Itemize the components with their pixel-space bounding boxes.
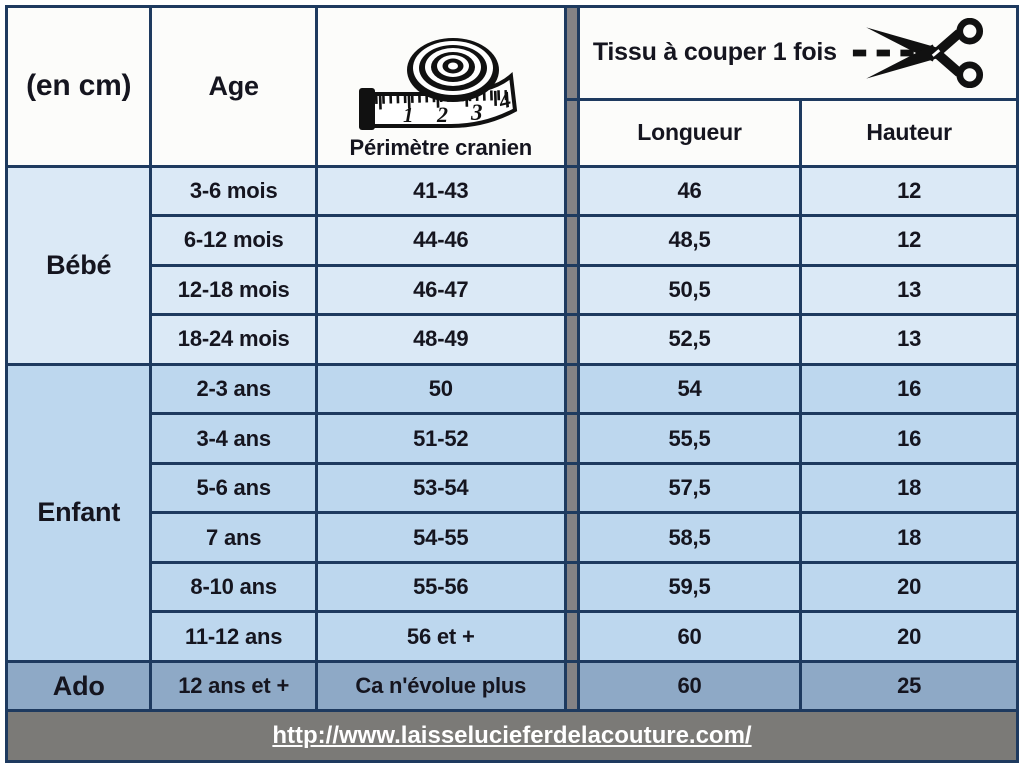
- longueur-cell: 46: [576, 164, 803, 218]
- website-link[interactable]: http://www.laisselucieferdelacouture.com…: [272, 722, 752, 750]
- hauteur-cell: 16: [799, 412, 1019, 465]
- longueur-cell: 48,5: [576, 214, 803, 267]
- group-label: Bébé: [4, 164, 153, 366]
- hauteur-cell: 18: [799, 511, 1019, 564]
- section-divider: [563, 313, 580, 366]
- age-cell: 12 ans et +: [149, 659, 318, 713]
- age-cell: 2-3 ans: [149, 362, 318, 416]
- svg-text:1: 1: [403, 103, 413, 127]
- hauteur-column-header: Hauteur: [799, 97, 1019, 168]
- perimetre-cell: 41-43: [314, 164, 567, 218]
- hauteur-cell: 20: [799, 610, 1019, 663]
- section-divider: [563, 164, 580, 218]
- perimetre-cell: Ca n'évolue plus: [314, 659, 567, 713]
- tape-measure-icon: 1 2 3 4: [355, 36, 527, 134]
- age-cell: 5-6 ans: [149, 461, 318, 515]
- svg-text:2: 2: [436, 102, 448, 127]
- size-chart-table: (en cm) Age: [4, 5, 1020, 763]
- hauteur-cell: 13: [799, 263, 1019, 317]
- section-divider: [563, 97, 580, 168]
- age-cell: 8-10 ans: [149, 560, 318, 614]
- perimetre-header-label: Périmètre cranien: [349, 134, 533, 160]
- svg-text:4: 4: [495, 86, 513, 113]
- age-cell: 12-18 mois: [149, 263, 318, 317]
- perimetre-cell: 54-55: [314, 511, 567, 564]
- longueur-column-header: Longueur: [576, 97, 803, 168]
- longueur-cell: 54: [576, 362, 803, 416]
- hauteur-cell: 13: [799, 313, 1019, 366]
- longueur-cell: 57,5: [576, 461, 803, 515]
- section-divider: [563, 461, 580, 515]
- hauteur-cell: 12: [799, 164, 1019, 218]
- longueur-cell: 60: [576, 659, 803, 713]
- tissu-header: Tissu à couper 1 fois: [576, 5, 1020, 101]
- section-divider: [563, 560, 580, 614]
- age-cell: 6-12 mois: [149, 214, 318, 267]
- age-cell: 3-6 mois: [149, 164, 318, 218]
- svg-text:3: 3: [470, 100, 482, 125]
- age-cell: 11-12 ans: [149, 610, 318, 663]
- section-divider: [563, 214, 580, 267]
- hauteur-cell: 16: [799, 362, 1019, 416]
- perimetre-cell: 56 et +: [314, 610, 567, 663]
- age-column-header: Age: [149, 5, 318, 168]
- perimetre-cell: 44-46: [314, 214, 567, 267]
- age-cell: 7 ans: [149, 511, 318, 564]
- unit-header: (en cm): [4, 5, 153, 168]
- section-divider: [563, 5, 580, 101]
- hauteur-cell: 12: [799, 214, 1019, 267]
- footer-bar: http://www.laisselucieferdelacouture.com…: [5, 709, 1019, 763]
- section-divider: [563, 412, 580, 465]
- group-label: Ado: [4, 659, 153, 713]
- longueur-cell: 52,5: [576, 313, 803, 366]
- section-divider: [563, 263, 580, 317]
- hauteur-cell: 25: [799, 659, 1019, 713]
- perimetre-cell: 51-52: [314, 412, 567, 465]
- perimetre-cell: 55-56: [314, 560, 567, 614]
- longueur-cell: 60: [576, 610, 803, 663]
- section-divider: [563, 511, 580, 564]
- section-divider: [563, 610, 580, 663]
- tissu-header-label: Tissu à couper 1 fois: [592, 38, 837, 67]
- age-cell: 18-24 mois: [149, 313, 318, 366]
- section-divider: [563, 362, 580, 416]
- longueur-cell: 55,5: [576, 412, 803, 465]
- section-divider: [563, 659, 580, 713]
- longueur-cell: 58,5: [576, 511, 803, 564]
- group-label: Enfant: [4, 362, 153, 663]
- perimetre-cell: 48-49: [314, 313, 567, 366]
- perimetre-column-header: 1 2 3 4: [314, 5, 567, 168]
- hauteur-cell: 18: [799, 461, 1019, 515]
- perimetre-cell: 53-54: [314, 461, 567, 515]
- hauteur-cell: 20: [799, 560, 1019, 614]
- perimetre-cell: 46-47: [314, 263, 567, 317]
- age-cell: 3-4 ans: [149, 412, 318, 465]
- perimetre-cell: 50: [314, 362, 567, 416]
- longueur-cell: 50,5: [576, 263, 803, 317]
- scissors-icon: [851, 17, 1003, 88]
- longueur-cell: 59,5: [576, 560, 803, 614]
